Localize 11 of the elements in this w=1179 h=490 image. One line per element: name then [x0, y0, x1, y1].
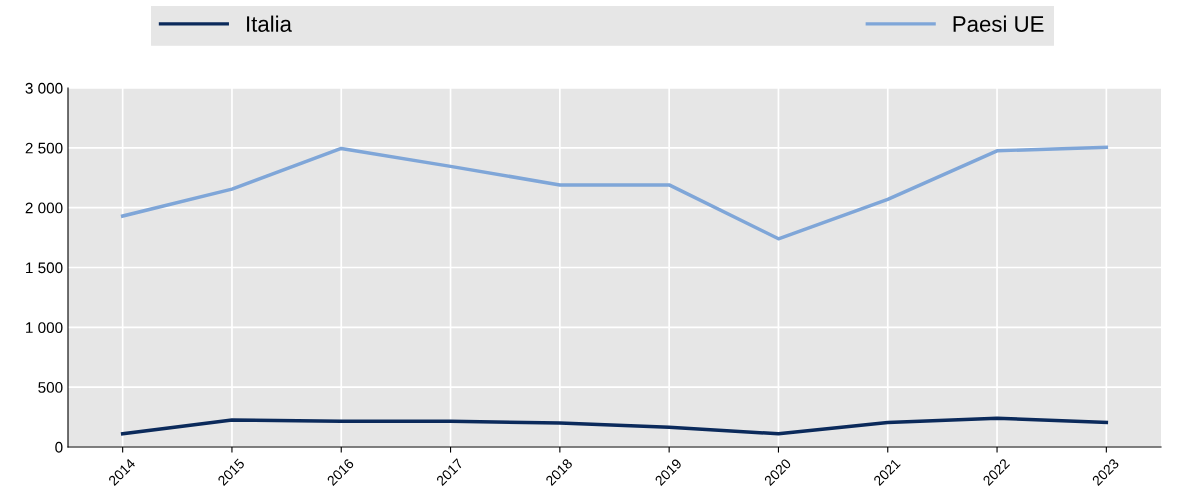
y-tick-label: 2 500	[25, 142, 63, 154]
y-tick-label: 500	[38, 382, 63, 393]
y-tick-label: 2 000	[25, 202, 63, 214]
y-tick-label: 1 500	[26, 262, 63, 274]
line-series	[120, 416, 1109, 436]
legend-label: Paesi UE	[953, 15, 1044, 32]
y-tick-label: 0	[55, 441, 63, 453]
y-tick-label: 3 000	[25, 82, 63, 94]
legend-label: Italia	[247, 15, 292, 32]
line-series	[120, 145, 1109, 241]
y-tick-label: 1 000	[26, 322, 63, 334]
